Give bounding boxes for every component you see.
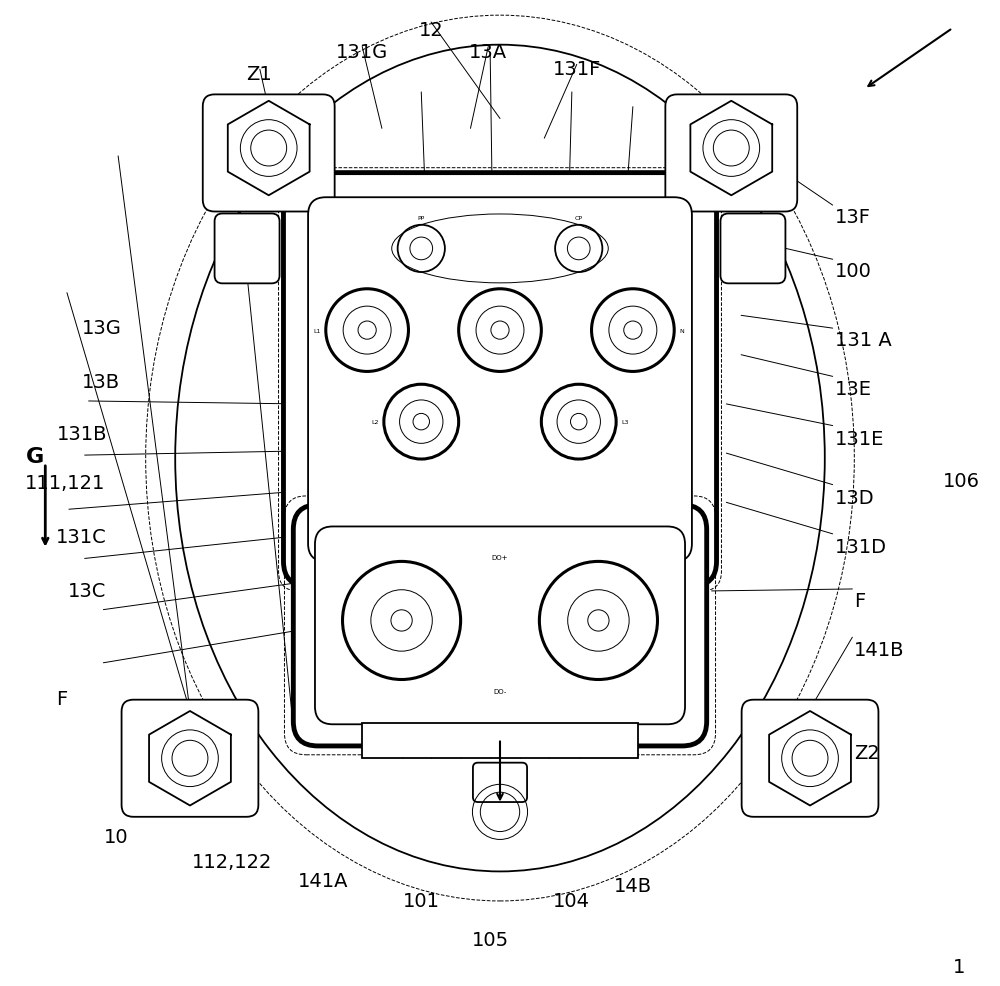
Text: 1: 1 [953,957,965,976]
Text: 105: 105 [472,931,509,950]
FancyBboxPatch shape [283,174,717,587]
Text: 111,121: 111,121 [25,473,105,492]
Text: 10: 10 [104,827,128,846]
Text: 13A: 13A [469,42,507,62]
Text: PP: PP [418,216,425,221]
FancyBboxPatch shape [122,700,258,817]
Text: 106: 106 [943,471,980,490]
Polygon shape [149,711,231,806]
Text: 101: 101 [403,891,440,910]
FancyBboxPatch shape [215,214,280,284]
Polygon shape [228,102,310,196]
Text: 13D: 13D [835,488,874,507]
Text: DO+: DO+ [492,554,508,560]
Text: 141A: 141A [298,872,348,890]
Text: F: F [854,592,866,610]
FancyBboxPatch shape [203,96,335,212]
Text: 100: 100 [835,262,872,281]
Text: G: G [26,447,45,466]
FancyBboxPatch shape [315,527,685,725]
Text: N: N [679,328,684,333]
Text: L3: L3 [621,420,629,425]
Text: F: F [56,689,68,709]
Polygon shape [769,711,851,806]
Text: Z2: Z2 [854,743,880,763]
Text: DO-: DO- [493,688,507,694]
FancyBboxPatch shape [720,214,785,284]
FancyBboxPatch shape [742,700,878,817]
Text: 131D: 131D [835,537,887,556]
Text: L1: L1 [313,328,321,333]
Text: CP: CP [575,216,583,221]
FancyBboxPatch shape [308,198,692,562]
Text: 12: 12 [419,21,443,40]
Text: L2: L2 [371,420,379,425]
FancyBboxPatch shape [665,96,797,212]
Text: 131E: 131E [835,429,884,448]
Text: Z1: Z1 [246,65,272,84]
Text: 13F: 13F [835,208,871,227]
Text: 14B: 14B [614,877,652,895]
Text: 112,122: 112,122 [192,852,272,871]
Bar [362,724,638,758]
Text: 131G: 131G [336,42,388,62]
Text: 13C: 13C [67,582,106,600]
Text: 13B: 13B [82,373,120,392]
Text: 131 A: 131 A [835,330,891,350]
Text: 13G: 13G [81,318,121,338]
Text: 104: 104 [553,891,590,910]
Ellipse shape [175,45,825,872]
Text: 131F: 131F [553,60,601,79]
Text: 141B: 141B [854,641,905,660]
Text: 131C: 131C [56,528,107,546]
FancyBboxPatch shape [293,505,707,746]
FancyBboxPatch shape [473,763,527,803]
Text: 13E: 13E [835,380,872,399]
Text: 131B: 131B [56,424,107,443]
Polygon shape [690,102,772,196]
